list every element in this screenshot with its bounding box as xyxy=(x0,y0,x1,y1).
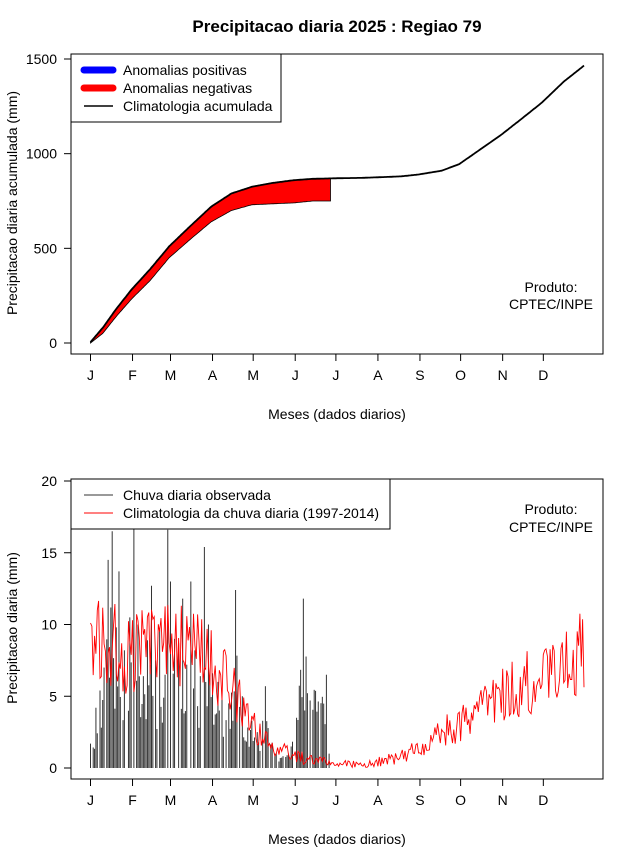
daily-y-tick-label: 15 xyxy=(41,545,57,561)
cumulative-y-tick-label: 500 xyxy=(34,240,58,256)
cumulative-legend: Anomalias positivas Anomalias negativas … xyxy=(70,53,282,123)
daily-x-tick-label: M xyxy=(165,792,177,808)
chart-title: Precipitacao diaria 2025 : Regiao 79 xyxy=(192,17,481,36)
daily-x-tick-label: J xyxy=(332,792,339,808)
climatology-daily-line xyxy=(90,600,585,769)
product-source-bottom: CPTEC/INPE xyxy=(509,519,593,535)
daily-x-tick-label: A xyxy=(208,792,218,808)
legend-label-climatology: Climatologia acumulada xyxy=(123,98,273,114)
product-label-top: Produto: xyxy=(525,279,578,295)
daily-panel: 0 5 10 15 20 J F M A M J J A S O N D Precipitacao diari… xyxy=(4,473,604,847)
cumulative-x-tick-label: M xyxy=(165,367,177,383)
daily-x-tick-label: J xyxy=(292,792,299,808)
cumulative-x-tick-label: N xyxy=(498,367,508,383)
daily-x-tick-label: N xyxy=(498,792,508,808)
daily-legend-box xyxy=(70,478,391,530)
cumulative-x-tick-label: A xyxy=(208,367,218,383)
daily-x-tick-label: M xyxy=(247,792,259,808)
cumulative-x-tick-label: O xyxy=(455,367,466,383)
daily-x-tick-label: J xyxy=(87,792,94,808)
daily-y-tick-label: 20 xyxy=(41,473,57,489)
daily-y-tick-label: 10 xyxy=(41,617,57,633)
cumulative-y-axis: 0 500 1000 1500 xyxy=(26,51,72,351)
cumulative-x-tick-label: J xyxy=(87,367,94,383)
daily-y-axis-label: Precipitacao diaria (mm) xyxy=(4,552,20,704)
cumulative-x-tick-label: J xyxy=(332,367,339,383)
cumulative-y-axis-label: Precipitacao diaria acumulada (mm) xyxy=(4,91,20,315)
cumulative-y-tick-label: 1500 xyxy=(26,51,57,67)
legend-label-daily-climatology: Climatologia da chuva diaria (1997-2014) xyxy=(123,505,379,521)
legend-label-positive: Anomalias positivas xyxy=(123,62,247,78)
legend-label-observed: Chuva diaria observada xyxy=(123,487,271,503)
daily-x-tick-label: D xyxy=(538,792,548,808)
daily-x-tick-label: S xyxy=(415,792,424,808)
daily-x-tick-label: F xyxy=(128,792,137,808)
cumulative-x-axis-label: Meses (dados diarios) xyxy=(268,406,406,422)
daily-y-axis: 0 5 10 15 20 xyxy=(41,473,72,776)
cumulative-x-tick-label: F xyxy=(128,367,137,383)
daily-y-tick-label: 5 xyxy=(49,688,57,704)
cumulative-x-tick-label: A xyxy=(373,367,383,383)
daily-x-tick-label: O xyxy=(455,792,466,808)
cumulative-panel: 0 500 1000 1500 J F M A M J J A S O N D Precipitacao d… xyxy=(4,51,604,422)
product-source-top: CPTEC/INPE xyxy=(509,296,593,312)
cumulative-y-tick-label: 0 xyxy=(49,335,57,351)
daily-y-tick-label: 0 xyxy=(49,760,57,776)
cumulative-x-tick-label: S xyxy=(415,367,424,383)
cumulative-y-tick-label: 1000 xyxy=(26,146,57,162)
daily-legend: Chuva diaria observada Climatologia da c… xyxy=(70,478,391,530)
climatology-cumulative-line xyxy=(89,64,585,343)
daily-plot-area xyxy=(90,526,585,769)
daily-x-tick-label: A xyxy=(373,792,383,808)
cumulative-plot-area xyxy=(89,64,585,344)
daily-x-axis-label: Meses (dados diarios) xyxy=(268,831,406,847)
cumulative-x-tick-label: D xyxy=(538,367,548,383)
negative-anomaly-area xyxy=(90,177,331,344)
product-label-bottom: Produto: xyxy=(525,501,578,517)
legend-label-negative: Anomalias negativas xyxy=(123,80,252,96)
cumulative-x-tick-label: M xyxy=(247,367,259,383)
cumulative-x-tick-label: J xyxy=(292,367,299,383)
